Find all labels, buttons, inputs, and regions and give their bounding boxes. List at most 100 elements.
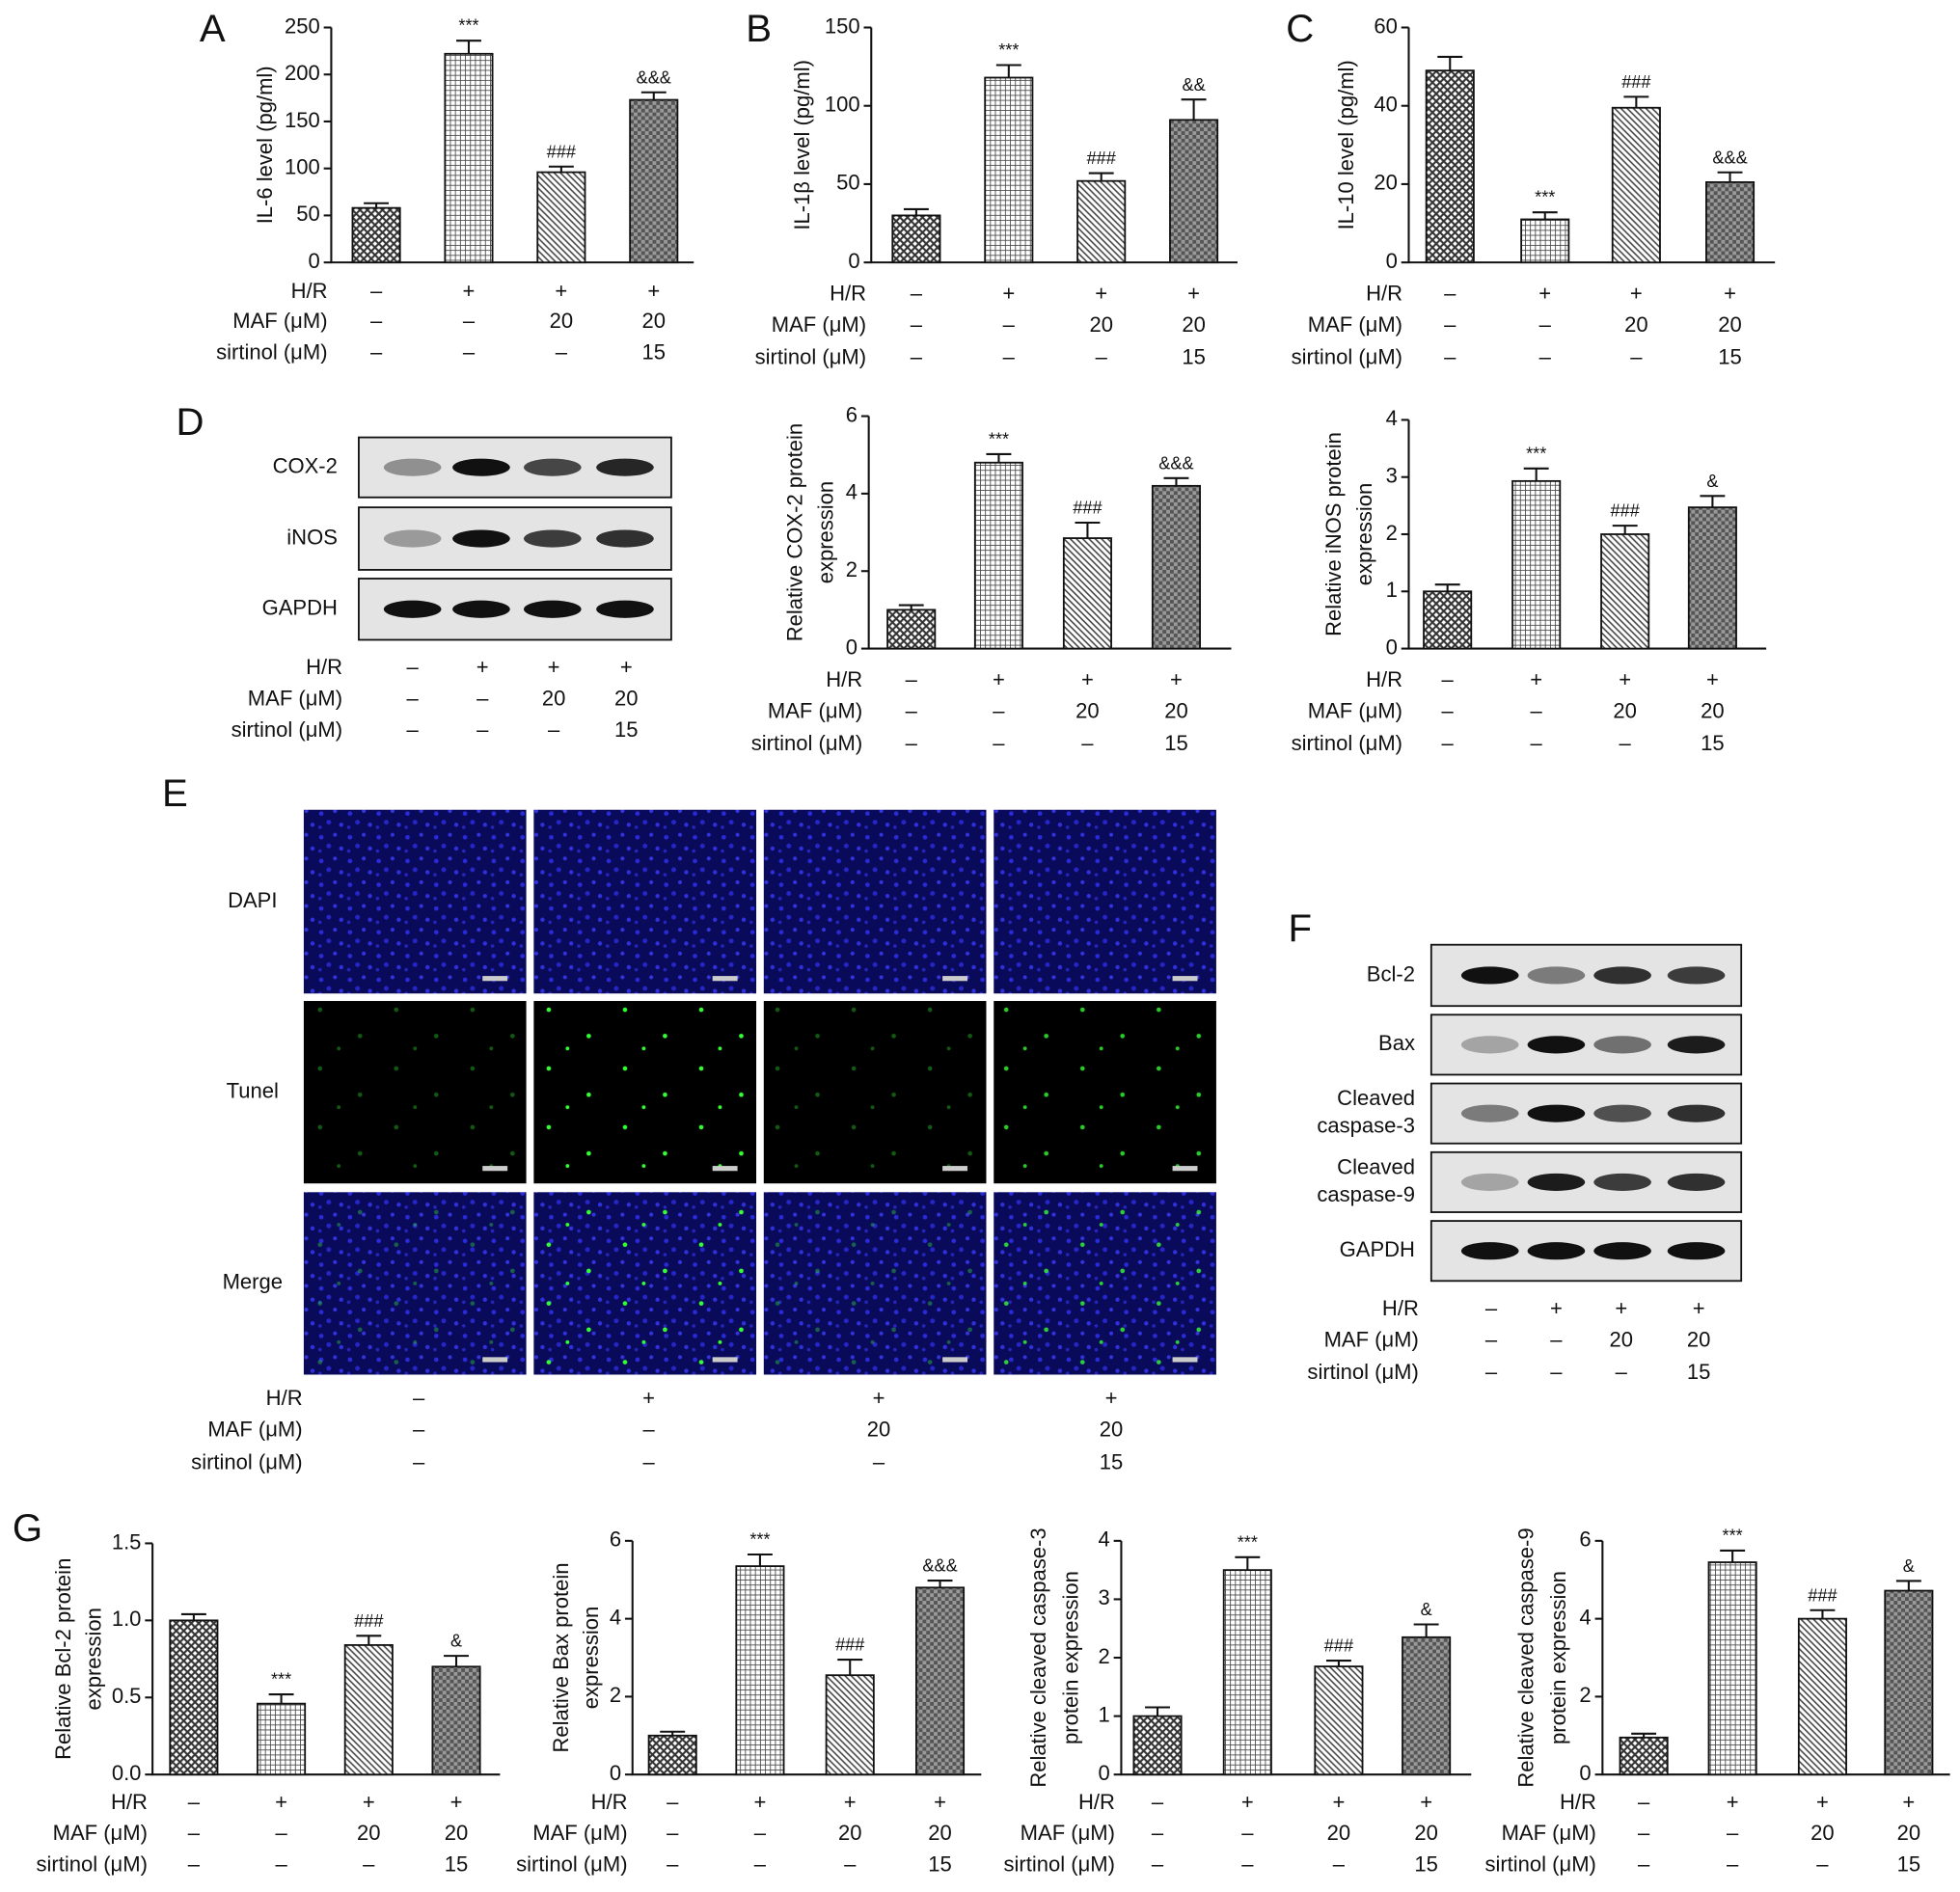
scale-bar <box>482 976 508 982</box>
condition-value: + <box>753 1790 766 1814</box>
condition-label: sirtinol (μM) <box>516 1852 627 1877</box>
condition-value: + <box>1619 667 1631 691</box>
condition-value: – <box>911 312 923 337</box>
blot-band <box>1593 1036 1651 1054</box>
blot-label: GAPDH <box>1340 1237 1415 1261</box>
condition-value: 20 <box>838 1821 862 1845</box>
condition-value: + <box>1241 1790 1254 1814</box>
bar <box>735 1565 785 1776</box>
condition-label: sirtinol (μM) <box>1292 731 1402 755</box>
condition-value: 15 <box>1687 1360 1711 1384</box>
blot-band <box>523 458 582 476</box>
blot-band <box>1667 1242 1726 1260</box>
condition-value: + <box>993 667 1005 691</box>
panel-label: E <box>162 771 188 815</box>
panel-label: D <box>176 400 204 444</box>
bar <box>1169 119 1219 264</box>
condition-value: 20 <box>1610 1327 1634 1351</box>
condition-value: 20 <box>928 1821 952 1845</box>
y-tick-label: 6 <box>610 1527 621 1552</box>
condition-value: – <box>906 731 918 755</box>
condition-value: + <box>647 279 660 303</box>
bar <box>984 76 1034 264</box>
condition-value: + <box>548 655 560 679</box>
condition-value: + <box>1816 1790 1829 1814</box>
blot-band <box>1593 1173 1651 1191</box>
blot-band <box>596 529 654 548</box>
condition-value: 20 <box>1089 312 1113 337</box>
condition-label: MAF (μM) <box>53 1821 148 1845</box>
y-tick-label: 0.0 <box>112 1761 142 1785</box>
scale-bar <box>1172 976 1198 982</box>
condition-value: 20 <box>445 1821 468 1845</box>
bar <box>1425 69 1475 264</box>
scale-bar <box>942 976 968 982</box>
condition-value: – <box>1620 731 1632 755</box>
blot-band <box>452 600 510 618</box>
image-row-label: Merge <box>223 1270 283 1294</box>
micrograph-signal <box>763 1192 987 1375</box>
condition-value: – <box>906 698 918 722</box>
y-axis-label: IL-6 level (pg/ml) <box>253 66 277 224</box>
significance: & <box>1706 472 1718 491</box>
blot-band <box>596 458 654 476</box>
y-tick-label: 0 <box>309 249 320 273</box>
condition-value: 20 <box>1718 312 1742 337</box>
y-axis-label: expression <box>579 1607 603 1709</box>
blot-band <box>1593 966 1651 985</box>
scale-bar <box>482 1166 508 1172</box>
condition-value: – <box>1539 312 1552 337</box>
condition-value: – <box>642 1449 655 1473</box>
significance: ### <box>1324 1636 1353 1656</box>
bar <box>915 1586 966 1776</box>
bar <box>891 214 941 264</box>
condition-value: – <box>993 731 1005 755</box>
condition-value: – <box>413 1386 425 1410</box>
condition-value: 15 <box>1164 731 1188 755</box>
condition-value: + <box>275 1790 287 1814</box>
condition-label: MAF (μM) <box>768 698 862 722</box>
blot-band <box>1593 1104 1651 1122</box>
significance: *** <box>458 16 478 36</box>
condition-value: 20 <box>357 1821 380 1845</box>
condition-value: + <box>873 1386 885 1410</box>
significance: &&& <box>922 1556 957 1576</box>
y-axis-label: expression <box>814 481 838 583</box>
condition-value: – <box>1531 698 1543 722</box>
condition-label: H/R <box>1366 282 1402 306</box>
condition-value: 15 <box>1718 345 1742 369</box>
condition-value: – <box>1442 698 1455 722</box>
condition-label: MAF (μM) <box>1502 1821 1596 1845</box>
micrograph-signal <box>303 1192 527 1375</box>
condition-value: – <box>370 309 383 333</box>
condition-value: – <box>188 1821 201 1845</box>
condition-value: – <box>667 1852 679 1877</box>
condition-value: – <box>1638 1821 1650 1845</box>
y-tick-label: 4 <box>610 1605 621 1629</box>
condition-value: – <box>1444 345 1456 369</box>
y-tick-label: 4 <box>1386 406 1398 430</box>
condition-value: – <box>754 1821 767 1845</box>
scale-bar <box>482 1357 508 1363</box>
blot-band <box>1460 1242 1519 1260</box>
condition-label: H/R <box>830 282 866 306</box>
condition-value: – <box>407 655 420 679</box>
y-axis-label: Relative iNOS protein <box>1321 432 1346 636</box>
blot-label: Cleaved <box>1337 1086 1415 1110</box>
blot-band <box>1460 966 1519 985</box>
blot-band <box>1460 1036 1519 1054</box>
significance: ### <box>835 1635 864 1655</box>
bar <box>1707 1561 1757 1776</box>
blot-label: caspase-9 <box>1317 1182 1415 1206</box>
condition-value: 20 <box>614 687 639 711</box>
condition-value: – <box>188 1790 201 1814</box>
condition-value: 20 <box>1182 312 1206 337</box>
condition-value: + <box>1630 282 1643 306</box>
condition-label: H/R <box>306 655 342 679</box>
condition-label: MAF (μM) <box>1308 312 1402 337</box>
image-row-label: DAPI <box>228 888 277 912</box>
bar <box>1611 106 1661 264</box>
condition-label: sirtinol (μM) <box>1307 1360 1418 1384</box>
condition-value: + <box>1332 1790 1345 1814</box>
condition-value: + <box>642 1386 655 1410</box>
